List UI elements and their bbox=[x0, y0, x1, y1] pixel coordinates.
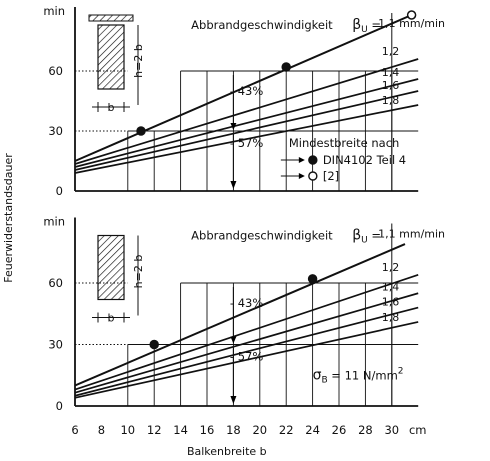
top-series-line bbox=[74, 104, 419, 174]
top-series-line bbox=[74, 90, 419, 171]
x-tick-label: 16 bbox=[200, 423, 215, 437]
legend-label: DIN4102 Teil 4 bbox=[323, 153, 406, 167]
top-slab-hatch bbox=[88, 14, 134, 22]
x-tick-label: 30 bbox=[384, 423, 399, 437]
bottom-height-label: h=2 b bbox=[132, 255, 145, 289]
x-tick-label: 14 bbox=[173, 423, 188, 437]
top-marker-point bbox=[136, 126, 146, 136]
legend-marker bbox=[308, 171, 318, 181]
legend-label: [2] bbox=[323, 169, 339, 183]
bottom-beam-section bbox=[97, 234, 125, 301]
top-arrow-head bbox=[230, 123, 237, 130]
top-beam-section bbox=[97, 24, 125, 90]
bottom-series-line bbox=[74, 273, 419, 391]
x-tick-label: 20 bbox=[252, 423, 267, 437]
x-tick-label: 18 bbox=[226, 423, 241, 437]
bottom-series-label: 1,8 bbox=[382, 311, 400, 324]
x-axis-title: Balkenbreite b bbox=[187, 445, 267, 458]
top-marker-point bbox=[281, 62, 291, 72]
bottom-chart-title: Abbrandgeschwindigkeit bbox=[191, 229, 333, 243]
bottom-reduction-label: - 43% bbox=[230, 296, 263, 310]
bottom-width-label: b bbox=[108, 312, 115, 325]
x-tick-label: 12 bbox=[147, 423, 162, 437]
top-series-line bbox=[74, 58, 419, 165]
x-tick-label: 26 bbox=[332, 423, 347, 437]
top-series-line bbox=[74, 78, 419, 168]
bottom-marker-point bbox=[307, 274, 318, 284]
bottom-y-unit-label: min bbox=[43, 215, 65, 229]
legend-marker bbox=[308, 155, 318, 165]
top-reduction-label: - 43% bbox=[230, 84, 263, 98]
top-marker-point bbox=[406, 10, 417, 20]
top-series-label: 1,1 mm/min bbox=[378, 17, 445, 30]
top-chart-title: Abbrandgeschwindigkeit bbox=[191, 18, 333, 32]
bottom-series-label: 1,1 mm/min bbox=[378, 228, 445, 241]
top-series-label: 1,2 bbox=[382, 45, 400, 58]
top-reduction-label: - 57% bbox=[230, 136, 263, 150]
legend-arrow-head bbox=[298, 173, 305, 179]
top-series-label: 1,6 bbox=[382, 79, 400, 92]
x-tick-label: 10 bbox=[120, 423, 135, 437]
bottom-series-line bbox=[74, 292, 419, 394]
top-arrow-head bbox=[230, 181, 237, 189]
bottom-series-label: 1,6 bbox=[382, 296, 400, 309]
x-tick-label: 28 bbox=[358, 423, 373, 437]
legend-arrow-head bbox=[298, 157, 305, 163]
legend-title: Mindestbreite nach bbox=[289, 136, 400, 150]
bottom-reduction-label: - 57% bbox=[230, 350, 263, 364]
y-axis-title: Feuerwiderstandsdauer bbox=[2, 153, 15, 283]
top-y-unit-label: min bbox=[43, 4, 65, 18]
top-y-tick-label: 0 bbox=[56, 184, 63, 198]
bottom-arrow-head bbox=[230, 336, 237, 344]
bottom-series-line bbox=[74, 321, 419, 399]
bottom-series-label: 1,2 bbox=[382, 261, 400, 274]
stress-annotation: σB = 11 N/mm2 bbox=[313, 366, 404, 385]
top-beta-symbol: βU = bbox=[352, 17, 381, 35]
bottom-series-line bbox=[74, 306, 419, 397]
top-y-tick-label: 60 bbox=[48, 64, 63, 78]
top-width-label: b bbox=[108, 101, 115, 114]
bottom-beta-symbol: βU = bbox=[352, 228, 381, 246]
top-series-label: 1,8 bbox=[382, 94, 400, 107]
top-height-label: h=2 b bbox=[132, 44, 145, 78]
bottom-marker-point bbox=[149, 339, 159, 350]
bottom-series-line bbox=[74, 243, 406, 387]
x-unit-label: cm bbox=[409, 423, 427, 437]
x-tick-label: 6 bbox=[71, 423, 78, 437]
top-y-tick-label: 30 bbox=[48, 124, 63, 138]
x-tick-label: 24 bbox=[305, 423, 320, 437]
bottom-y-tick-label: 0 bbox=[56, 399, 63, 413]
x-tick-label: 22 bbox=[279, 423, 294, 437]
bottom-y-tick-label: 60 bbox=[48, 276, 63, 290]
bottom-arrow-head bbox=[230, 396, 237, 404]
top-series-line bbox=[74, 14, 412, 162]
bottom-y-tick-label: 30 bbox=[48, 338, 63, 352]
x-tick-label: 8 bbox=[98, 423, 105, 437]
top-series-label: 1,4 bbox=[382, 66, 400, 79]
bottom-series-label: 1,4 bbox=[382, 280, 400, 293]
